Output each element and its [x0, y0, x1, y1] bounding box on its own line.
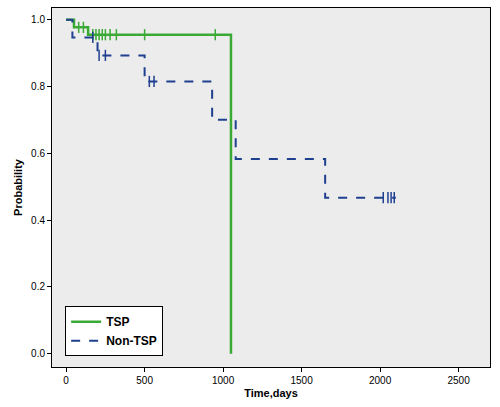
svg-text:0.6: 0.6: [31, 148, 45, 159]
svg-text:1000: 1000: [212, 375, 235, 386]
svg-text:Non-TSP: Non-TSP: [106, 334, 157, 348]
svg-text:Probability: Probability: [12, 158, 24, 216]
svg-text:2000: 2000: [369, 375, 392, 386]
svg-text:TSP: TSP: [106, 315, 129, 329]
svg-text:0.2: 0.2: [31, 281, 45, 292]
svg-text:1.0: 1.0: [31, 14, 45, 25]
svg-text:2500: 2500: [447, 375, 470, 386]
svg-text:0.4: 0.4: [31, 215, 45, 226]
svg-text:0.0: 0.0: [31, 348, 45, 359]
svg-text:1500: 1500: [290, 375, 313, 386]
svg-text:0.8: 0.8: [31, 81, 45, 92]
svg-text:0: 0: [63, 375, 69, 386]
svg-text:500: 500: [136, 375, 153, 386]
svg-text:Time,days: Time,days: [244, 387, 298, 399]
